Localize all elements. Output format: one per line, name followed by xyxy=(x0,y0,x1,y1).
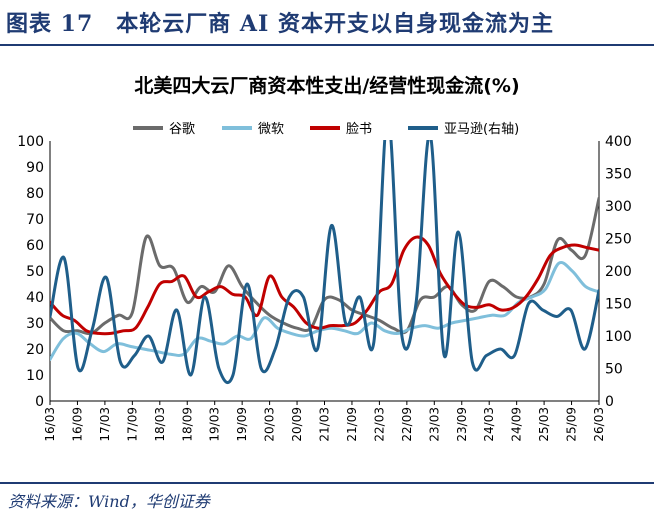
right-tick-label: 200 xyxy=(605,264,632,280)
series-line-亚马逊(右轴) xyxy=(50,140,599,385)
x-tick-label: 21/03 xyxy=(318,407,332,442)
right-tick-label: 100 xyxy=(605,329,632,345)
x-tick-label: 24/09 xyxy=(510,407,524,442)
left-tick-label: 70 xyxy=(26,212,44,228)
x-tick-label: 16/03 xyxy=(43,407,57,442)
x-tick-label: 20/09 xyxy=(290,407,304,442)
chart-area: 北美四大云厂商资本性支出/经营性现金流(%) 谷歌 微软 脸书 亚马逊(右轴) 0 10… xyxy=(17,74,632,442)
x-tick-label: 22/03 xyxy=(372,407,386,442)
x-tick-label: 17/03 xyxy=(98,407,112,442)
series-line-谷歌 xyxy=(50,196,599,336)
left-tick-label: 80 xyxy=(26,186,44,202)
right-tick-label: 350 xyxy=(605,167,632,183)
left-tick-label: 40 xyxy=(26,290,44,306)
right-tick-label: 50 xyxy=(605,362,623,378)
chart-title: 北美四大云厂商资本性支出/经营性现金流(%) xyxy=(134,74,519,97)
x-tick-label: 19/09 xyxy=(235,407,249,442)
legend-label: 脸书 xyxy=(346,122,372,137)
series-line-脸书 xyxy=(50,235,599,336)
x-tick-label: 21/09 xyxy=(345,407,359,442)
legend-label: 亚马逊(右轴) xyxy=(444,122,519,137)
left-tick-label: 50 xyxy=(26,264,44,280)
figure-title: 图表 17 本轮云厂商 AI 资本开支以自身现金流为主 xyxy=(6,11,554,37)
legend-label: 谷歌 xyxy=(169,122,195,137)
plot-area: 0 10 20 30 40 50 60 70 80 90 100 0 50 100 150 200 250 300… xyxy=(17,134,632,442)
header-divider xyxy=(0,44,654,46)
left-tick-label: 100 xyxy=(17,134,44,150)
figure-header: 图表 17 本轮云厂商 AI 资本开支以自身现金流为主 xyxy=(0,0,654,46)
x-tick-label: 25/09 xyxy=(565,407,579,442)
x-tick-label: 18/03 xyxy=(153,407,167,442)
x-tick-label: 20/03 xyxy=(263,407,277,442)
left-tick-label: 60 xyxy=(26,238,44,254)
left-tick-label: 20 xyxy=(26,342,44,358)
x-tick-label: 23/03 xyxy=(427,407,441,442)
left-tick-label: 10 xyxy=(26,368,44,384)
x-tick-label: 24/03 xyxy=(482,407,496,442)
right-tick-label: 250 xyxy=(605,232,632,248)
x-tick-label: 17/09 xyxy=(125,407,139,442)
legend-label: 微软 xyxy=(258,122,284,137)
right-tick-label: 300 xyxy=(605,199,632,215)
source-note: 资料来源：Wind，华创证券 xyxy=(8,492,210,511)
x-tick-label: 23/09 xyxy=(455,407,469,442)
left-tick-label: 30 xyxy=(26,316,44,332)
x-tick-label: 26/03 xyxy=(592,407,606,442)
left-tick-label: 90 xyxy=(26,160,44,176)
x-tick-label: 19/03 xyxy=(208,407,222,442)
right-tick-label: 150 xyxy=(605,297,632,313)
x-tick-label: 22/09 xyxy=(400,407,414,442)
x-tick-label: 18/09 xyxy=(180,407,194,442)
x-tick-label: 25/03 xyxy=(537,407,551,442)
right-tick-label: 400 xyxy=(605,134,632,150)
chart-legend: 谷歌 微软 脸书 亚马逊(右轴) xyxy=(133,122,519,137)
footer-divider xyxy=(0,482,654,484)
right-tick-label: 0 xyxy=(605,394,614,410)
x-tick-label: 16/09 xyxy=(70,407,84,442)
left-tick-label: 0 xyxy=(35,394,44,410)
series-line-微软 xyxy=(50,261,599,361)
